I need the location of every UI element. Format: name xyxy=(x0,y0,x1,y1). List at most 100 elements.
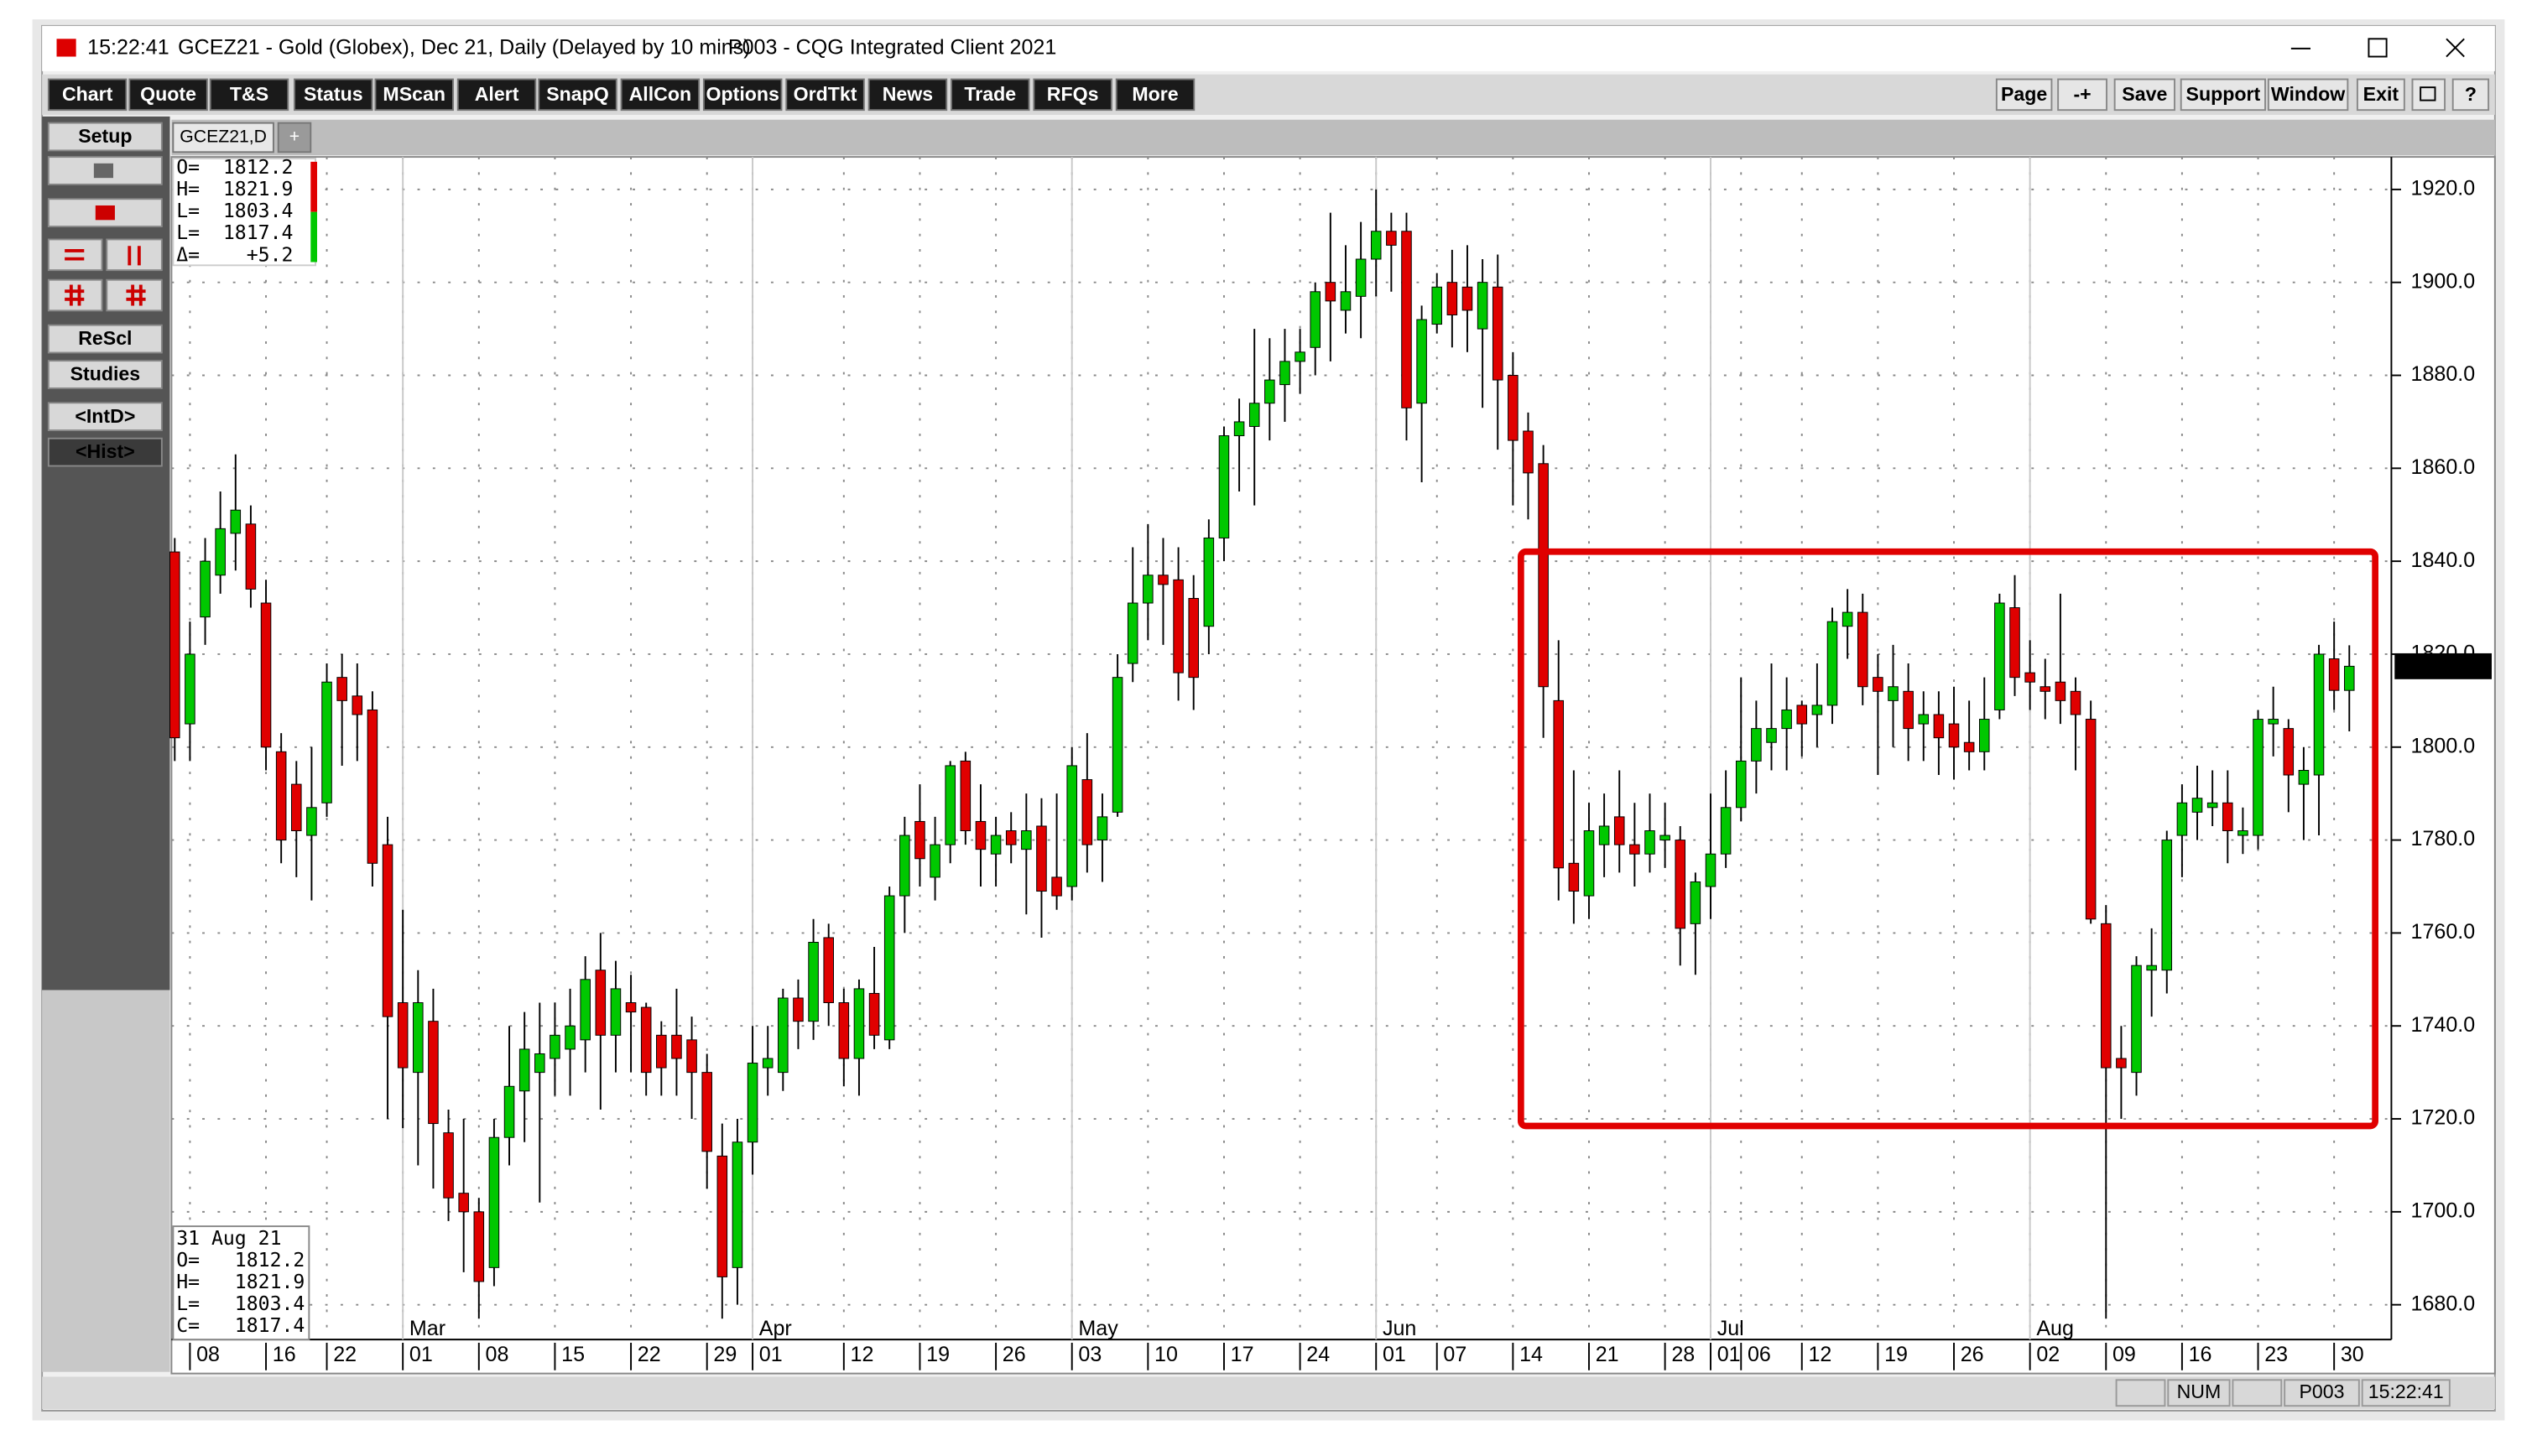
candle-body xyxy=(2101,923,2112,1069)
candles xyxy=(169,189,2355,1319)
candle-body xyxy=(1963,741,1975,752)
candle-body xyxy=(1203,537,1215,627)
toolbar-button[interactable] xyxy=(785,78,865,112)
candle-body xyxy=(823,937,834,1004)
side-button[interactable] xyxy=(47,324,163,354)
candle-body xyxy=(1888,686,1899,701)
maximize-button[interactable] xyxy=(2368,38,2388,58)
candle-body xyxy=(2085,719,2097,920)
candle-body xyxy=(1994,602,2005,710)
info-bottom-line: H= 1821.9 xyxy=(176,1271,305,1293)
x-tick-label: 28 xyxy=(1671,1343,1695,1366)
toolbar-button[interactable] xyxy=(867,78,948,112)
info-top-line: L= 1817.4 xyxy=(176,222,293,244)
close-button[interactable] xyxy=(2446,38,2465,58)
candle-body xyxy=(701,1072,712,1152)
x-tick-label: 26 xyxy=(1003,1343,1026,1366)
toolbar-button[interactable] xyxy=(2267,78,2349,112)
toolbar-button[interactable] xyxy=(2356,78,2405,112)
zoom-in-button[interactable] xyxy=(47,278,103,312)
side-button[interactable] xyxy=(47,437,163,467)
status-text: P003 xyxy=(2299,1381,2344,1402)
scroll-left-icon xyxy=(65,249,85,261)
candle-body xyxy=(1811,705,1823,715)
alert-icon xyxy=(95,205,115,221)
candle-body xyxy=(382,844,393,1017)
candle-body xyxy=(793,997,804,1022)
toolbar-button[interactable] xyxy=(294,78,373,112)
toolbar-label: OrdTkt xyxy=(794,83,857,105)
tab[interactable] xyxy=(277,122,312,153)
toolbar-button[interactable] xyxy=(620,78,701,112)
candle-body xyxy=(1508,375,1519,441)
side-button[interactable] xyxy=(47,360,163,389)
toolbar-button[interactable] xyxy=(1995,78,2053,112)
toolbar-label: SnapQ xyxy=(546,83,609,105)
info-bottom-line: O= 1812.2 xyxy=(176,1250,305,1271)
status-bar xyxy=(42,1376,2495,1410)
candle-body xyxy=(1948,723,1960,748)
toolbar-button[interactable] xyxy=(456,78,537,112)
candle-body xyxy=(1598,825,1610,845)
y-tick-label: 1860.0 xyxy=(2411,455,2476,479)
candle-body xyxy=(883,895,895,1041)
toolbar-button[interactable] xyxy=(47,78,128,112)
toolbar-button[interactable] xyxy=(951,78,1030,112)
tab[interactable] xyxy=(172,122,274,153)
side-button-label: ReScl xyxy=(78,327,132,349)
candle-body xyxy=(1325,282,1336,302)
candle-body xyxy=(397,1002,409,1069)
toolbar-button[interactable] xyxy=(374,78,454,112)
toolbar-label: Chart xyxy=(62,83,113,105)
side-button[interactable] xyxy=(47,122,163,152)
toolbar-label: Exit xyxy=(2363,83,2399,105)
toolbar-button[interactable] xyxy=(209,78,289,112)
toolbar-button[interactable] xyxy=(128,78,208,112)
side-button-label: <Hist> xyxy=(76,440,135,462)
x-tick-label: 07 xyxy=(1443,1343,1466,1366)
y-tick-label: 1740.0 xyxy=(2411,1013,2476,1037)
app-icon xyxy=(56,39,76,57)
tab-label: GCEZ21,D xyxy=(180,127,267,147)
toolbar-button[interactable] xyxy=(2451,78,2490,112)
month-label: Mar xyxy=(409,1317,445,1340)
candle-body xyxy=(2283,728,2295,776)
toolbar-button[interactable] xyxy=(538,78,617,112)
candle-body xyxy=(1233,421,1245,437)
candle-body xyxy=(1796,705,1808,725)
y-tick-label: 1900.0 xyxy=(2411,269,2476,293)
candle-body xyxy=(200,560,211,618)
toolbar-button[interactable] xyxy=(1033,78,1112,112)
candle-body xyxy=(975,820,987,850)
candle-body xyxy=(2237,830,2248,836)
scroll-left-button[interactable] xyxy=(47,238,103,272)
x-tick-label: 16 xyxy=(2189,1343,2212,1366)
candle-body xyxy=(1873,677,1883,692)
candle-body xyxy=(899,835,910,897)
month-label: Jun xyxy=(1383,1317,1416,1340)
candle-body xyxy=(1659,835,1670,841)
month-label: Apr xyxy=(759,1317,792,1340)
toolbar-label: AllCon xyxy=(629,83,692,105)
last-price-box xyxy=(2394,653,2492,679)
toolbar-button[interactable] xyxy=(2057,78,2107,112)
restore-button[interactable] xyxy=(2411,78,2446,112)
side-button[interactable] xyxy=(47,402,163,432)
x-tick-label: 29 xyxy=(713,1343,737,1366)
candle-body xyxy=(473,1211,485,1282)
toolbar-button[interactable] xyxy=(2113,78,2175,112)
grid xyxy=(171,157,2392,1340)
candle-body xyxy=(1370,231,1382,260)
toolbar-button[interactable] xyxy=(702,78,783,112)
toolbar-label: Window xyxy=(2271,83,2346,105)
toolbar-button[interactable] xyxy=(2180,78,2266,112)
side-button-label: <IntD> xyxy=(75,405,135,427)
scroll-vert-button[interactable] xyxy=(106,238,163,272)
toolbar-button[interactable] xyxy=(1115,78,1196,112)
candle-body xyxy=(1066,765,1077,887)
toolbar-label: ? xyxy=(2465,83,2477,105)
alert-button[interactable] xyxy=(47,198,163,228)
candle-body xyxy=(1340,291,1352,311)
candle-body xyxy=(1401,231,1412,408)
candle-body xyxy=(306,807,317,836)
